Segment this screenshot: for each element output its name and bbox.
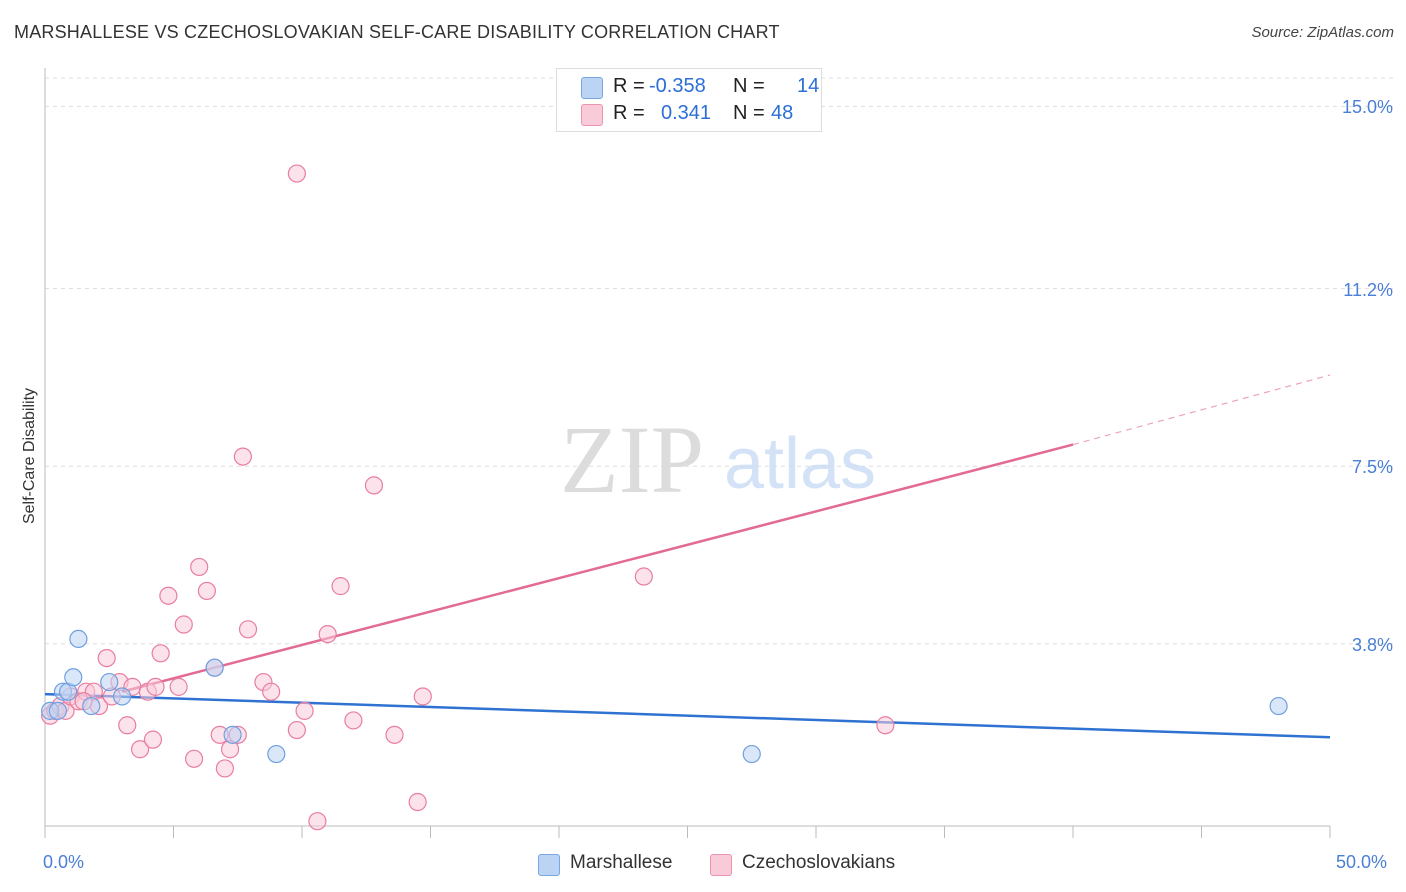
- point-marshallese-13: [1269, 696, 1288, 716]
- y-tick-label-1: 7.5%: [1351, 457, 1393, 478]
- point-czechoslovakian-18: [151, 644, 170, 663]
- point-czechoslovakian-35: [287, 720, 306, 740]
- point-czechoslovakian-36: [295, 701, 314, 720]
- point-czechoslovakian-16: [146, 677, 165, 696]
- bottom-swatch-czechoslovakians: [710, 854, 732, 876]
- point-czechoslovakian-12: [118, 716, 137, 735]
- point-czechoslovakian-34: [287, 164, 306, 183]
- legend-r-value: 0.341: [661, 102, 712, 124]
- point-marshallese-9: [205, 658, 224, 677]
- legend-n-label: N =: [733, 75, 765, 97]
- point-marshallese-11: [267, 744, 286, 764]
- point-czechoslovakian-17: [143, 730, 163, 749]
- point-marshallese-12: [742, 744, 761, 764]
- point-czechoslovakian-42: [385, 725, 404, 744]
- point-czechoslovakian-19: [159, 586, 178, 605]
- point-czechoslovakian-23: [190, 557, 209, 577]
- watermark-zip: ZIP: [560, 406, 704, 513]
- point-czechoslovakian-39: [331, 577, 350, 596]
- point-marshallese-1: [48, 701, 67, 720]
- bottom-legend-label: Czechoslovakians: [742, 852, 896, 873]
- point-czechoslovakian-14: [130, 740, 150, 759]
- legend-swatch-marshallese: [581, 77, 603, 99]
- point-czechoslovakian-45: [634, 567, 653, 586]
- grid-lines: [45, 77, 1395, 645]
- x-tick-min: 0.0%: [43, 852, 85, 872]
- legend-n-label: N =: [733, 102, 765, 124]
- point-czechoslovakian-24: [197, 581, 217, 601]
- legend-r-label: R =: [613, 75, 645, 97]
- y-tick-label-3: 15.0%: [1341, 97, 1393, 118]
- trend-line-0: [44, 692, 1331, 739]
- point-czechoslovakian-22: [184, 749, 204, 768]
- trend-extension-1: [1072, 374, 1331, 446]
- bottom-legend-label: Marshallese: [570, 852, 673, 873]
- y-tick-label-2: 11.2%: [1343, 279, 1393, 300]
- point-czechoslovakian-41: [364, 476, 384, 495]
- x-tick-max: 50.0%: [1336, 852, 1388, 872]
- watermark-atlas: atlas: [724, 424, 876, 504]
- point-marshallese-7: [100, 672, 119, 692]
- data-points: [41, 164, 1288, 831]
- point-czechoslovakian-46: [876, 716, 895, 735]
- point-marshallese-5: [69, 629, 88, 648]
- point-marshallese-6: [82, 696, 101, 716]
- axes: [44, 68, 1331, 838]
- point-marshallese-10: [223, 725, 242, 744]
- point-czechoslovakian-9: [97, 648, 116, 668]
- point-czechoslovakian-40: [344, 711, 363, 730]
- legend-r-value: -0.358: [649, 75, 706, 97]
- point-czechoslovakian-31: [238, 620, 258, 639]
- legend-swatch-czechoslovakians: [581, 104, 603, 126]
- point-czechoslovakian-43: [408, 792, 427, 812]
- point-czechoslovakian-20: [169, 677, 188, 696]
- legend-n-value: 14: [797, 75, 820, 97]
- point-czechoslovakian-38: [318, 625, 337, 644]
- point-czechoslovakian-44: [413, 687, 432, 706]
- y-tick-label-0: 3.8%: [1351, 634, 1393, 655]
- point-czechoslovakian-33: [262, 682, 281, 701]
- point-czechoslovakian-30: [233, 447, 252, 466]
- trend-line-1: [121, 443, 1074, 693]
- bottom-swatch-marshallese: [538, 854, 560, 876]
- source-label: Source: ZipAtlas.com: [1251, 24, 1394, 41]
- point-marshallese-8: [112, 687, 132, 706]
- point-czechoslovakian-37: [308, 812, 327, 831]
- trend-lines: [44, 374, 1331, 739]
- legend-r-label: R =: [613, 102, 645, 124]
- legend-n-value: 48: [771, 102, 794, 124]
- point-czechoslovakian-21: [174, 615, 193, 634]
- point-marshallese-4: [64, 668, 83, 687]
- correlation-legend: R = -0.358 N = 14 R = 0.341 N = 48: [556, 68, 822, 132]
- point-czechoslovakian-27: [215, 759, 234, 778]
- chart-title: MARSHALLESE VS CZECHOSLOVAKIAN SELF-CARE…: [14, 22, 780, 42]
